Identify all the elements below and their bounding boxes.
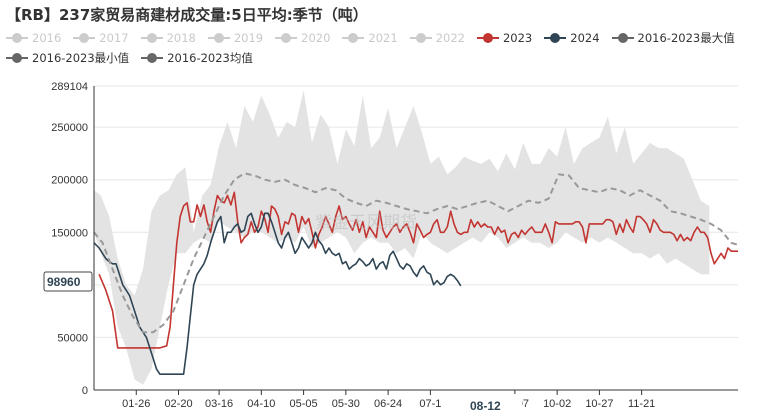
y-tick-label: 200000 (51, 175, 88, 187)
legend-label: 2022 (435, 31, 465, 45)
x-tick-label: 11-21 (628, 398, 655, 410)
x-tick-label: 01-26 (122, 398, 150, 410)
legend-marker-icon (73, 32, 96, 44)
x-tick-label: 05-30 (332, 398, 360, 410)
legend-marker-icon (342, 32, 365, 44)
legend-item-2021[interactable]: 2021 (342, 31, 398, 45)
legend-label: 2023 (502, 31, 533, 45)
axis-pointer: 98960 08-12 (43, 271, 522, 414)
legend-label: 2017 (99, 31, 129, 45)
y-tick-label: 289104 (51, 81, 88, 93)
legend-label: 2019 (233, 31, 264, 45)
legend-label: 2016 (32, 31, 62, 45)
legend: 2016 2017 2018 2019 2020 2021 2022 2023 … (6, 28, 766, 68)
legend-item-2018[interactable]: 2018 (140, 31, 196, 45)
legend-marker-icon (409, 32, 432, 44)
legend-marker-icon (141, 52, 164, 64)
x-tick-label: 02-20 (164, 398, 192, 410)
x-tick-label: 03-16 (205, 398, 233, 410)
x-pointer-box (462, 394, 522, 414)
watermark: 紫金天风期货 (315, 213, 417, 233)
x-pointer-label: 08-12 (470, 399, 501, 413)
legend-marker-icon (207, 32, 230, 44)
x-tick-label: 07-1 (419, 398, 441, 410)
max-min-area (94, 90, 710, 385)
series-line-2023 (98, 191, 738, 349)
x-tick-label: 04-10 (247, 398, 275, 410)
y-tick-label: 250000 (51, 122, 88, 134)
legend-item-2019[interactable]: 2019 (207, 31, 264, 45)
legend-label: 2016-2023均值 (167, 51, 253, 65)
legend-marker-icon (6, 52, 28, 64)
legend-label: 2018 (166, 31, 196, 45)
x-tick-label: 05-05 (290, 398, 318, 410)
max-min-band (94, 90, 710, 385)
legend-marker-icon (611, 32, 634, 44)
legend-row-1: 2016 2017 2018 2019 2020 2021 2022 2023 … (6, 28, 766, 48)
x-tick-label: 06-24 (374, 398, 402, 410)
legend-item-2016[interactable]: 2016 (6, 31, 61, 45)
legend-marker-icon (275, 32, 298, 44)
legend-item-mean[interactable]: 2016-2023均值 (141, 50, 253, 66)
series-lines (93, 172, 739, 375)
y-pointer-label: 98960 (47, 275, 81, 289)
legend-item-min[interactable]: 2016-2023最小值 (6, 50, 129, 66)
legend-item-2022[interactable]: 2022 (409, 31, 465, 45)
legend-item-2023[interactable]: 2023 (476, 31, 533, 45)
legend-marker-icon (140, 32, 163, 44)
y-pointer-box (43, 271, 93, 292)
y-tick-label: 0 (82, 385, 88, 397)
series-line-2024 (93, 212, 462, 375)
y-tick-label: 50000 (57, 332, 88, 344)
legend-row-2: 2016-2023最小值 2016-2023均值 (6, 48, 766, 68)
legend-label: 2016-2023最大值 (637, 31, 735, 45)
legend-marker-icon (6, 32, 28, 44)
legend-marker-icon (544, 32, 567, 44)
legend-label: 2024 (570, 31, 600, 45)
series-line-2016-2023均值 (93, 172, 739, 334)
x-tick-label: 10-27 (585, 398, 613, 410)
legend-item-2020[interactable]: 2020 (275, 31, 330, 45)
legend-label: 2020 (301, 31, 331, 45)
legend-item-2024[interactable]: 2024 (544, 31, 600, 45)
legend-marker-icon (476, 32, 499, 44)
y-tick-label: 150000 (51, 227, 88, 239)
chart-title: 【RB】237家贸易商建材成交量:5日平均:季节（吨） (6, 6, 368, 24)
legend-label: 2016-2023最小值 (32, 51, 130, 65)
legend-label: 2021 (368, 31, 398, 45)
legend-item-2017[interactable]: 2017 (73, 31, 129, 45)
legend-item-max[interactable]: 2016-2023最大值 (611, 30, 735, 46)
x-tick-label: 10-02 (543, 398, 571, 410)
